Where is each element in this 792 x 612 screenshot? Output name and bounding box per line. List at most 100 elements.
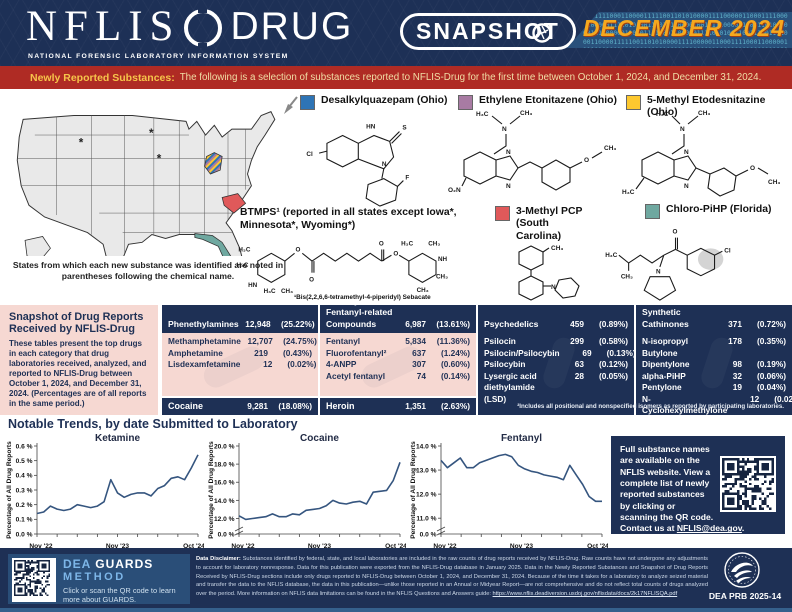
line-chart: Fentanyl Percentage of All Drug Reports 0.… (410, 433, 609, 550)
table-row: Synthetic Cathinones 371 (0.72%) (636, 305, 792, 333)
table-row: Heroin 1,351 (2.63%) (320, 396, 476, 415)
nflis-email-link[interactable]: NFLIS@dea.gov (676, 523, 742, 534)
report-percent: (25.22%) (281, 318, 315, 329)
svg-text:14.0 %: 14.0 % (416, 443, 437, 450)
svg-text:N: N (502, 126, 507, 133)
trend-chart-fentanyl: Fentanyl Percentage of All Drug Reports 0.… (408, 432, 609, 550)
legend-label: 3-Methyl PCP (South Carolina) (516, 206, 583, 242)
btmps-structure: H₃C H₃C HN H₃C CH₃ O O O O H₃C CH₃ NH CH₃ CH₃ (236, 241, 448, 294)
table-row: Acetyl fentanyl 74 (0.14%) (326, 371, 470, 383)
nflis-info-box: Full substance names are available on th… (611, 436, 785, 534)
swatch-yellow (626, 95, 641, 110)
trend-chart-cocaine: Cocaine Percentage of All Drug Reports 0.0… (206, 432, 407, 550)
report-count: 9,281 (247, 400, 268, 411)
chloro-pihp-structure: H₃C CH₃ O Cl N (605, 229, 731, 301)
svg-text:CH₃: CH₃ (768, 179, 780, 186)
info-suffix: . (741, 523, 745, 534)
disclaimer-label: Data Disclaimer: (196, 556, 241, 562)
desalkylquazepam-structure: Cl HN S N F (306, 124, 409, 207)
btmps-name: BTMPS¹ (240, 207, 280, 218)
svg-text:CH₃: CH₃ (436, 274, 448, 281)
table-row: 4-ANPP 307 (0.60%) (326, 359, 470, 371)
svg-text:CH₃: CH₃ (698, 110, 710, 117)
swatch-red (495, 206, 510, 221)
svg-text:0.6 %: 0.6 % (16, 443, 33, 450)
svg-text:16.0 %: 16.0 % (214, 480, 235, 487)
svg-text:14.0 %: 14.0 % (214, 498, 235, 505)
svg-text:Fentanyl: Fentanyl (501, 433, 542, 444)
table-row: Methamphetamine 12,707 (24.75%) (168, 336, 317, 348)
guards-caption: Click or scan the QR code to learn more … (63, 586, 176, 605)
table-row: Lisdexamfetamine 12 (0.02%) (168, 359, 316, 371)
binary-pattern: 1001111000110000111110011010100001111000… (583, 13, 788, 48)
drug-name: Dipentylone (642, 359, 690, 369)
report-percent: (13.61%) (436, 318, 470, 329)
svg-text:Oct '24: Oct '24 (587, 543, 608, 550)
info-text: Full substance names are available on th… (620, 444, 714, 534)
svg-text:Cl: Cl (724, 247, 731, 254)
prb-number: DEA PRB 2025-14 (708, 591, 782, 601)
snapshot-description: These tables present the top drugs in ea… (9, 338, 147, 409)
svg-text:Nov '22: Nov '22 (231, 543, 255, 550)
report-percent: (0.06%) (756, 370, 786, 381)
legend-arrow-icon (284, 96, 298, 114)
dea-seal-icon (724, 552, 760, 588)
svg-text:CH₃: CH₃ (281, 288, 293, 294)
btmps-label: BTMPS¹ (reported in all states except Io… (240, 206, 458, 232)
table-row: Lysergic acid diethylamide (LSD) 28 (0.05%… (484, 371, 628, 406)
drug-name: Fluorofentanyl² (326, 347, 387, 358)
asterisk-wyoming: * (79, 137, 84, 150)
svg-text:Cocaine: Cocaine (300, 433, 339, 444)
report-percent: (0.02%) (287, 359, 317, 369)
drug-category-fentanyl-and-fentanyl-related-compounds: Fentanyl and Fentanyl-related Compounds 6… (318, 305, 476, 415)
svg-text:H₃C: H₃C (264, 288, 276, 294)
report-count: 5,834 (405, 336, 426, 346)
report-count: 63 (574, 359, 584, 369)
svg-text:0.5 %: 0.5 % (16, 458, 33, 465)
asterisk-minnesota: * (149, 127, 154, 140)
table-row: N-isopropyl Butylone 178 (0.35%) (642, 336, 786, 359)
table-row: Cocaine 9,281 (18.08%) (162, 396, 318, 415)
drug-category-phenethylamines: Phenethylamines 12,948 (25.22%) Methampheta… (162, 305, 318, 415)
svg-text:0.0 %: 0.0 % (218, 531, 235, 538)
drug-name: Lisdexamfetamine (168, 359, 241, 369)
drug-name: Psilocybin (484, 359, 526, 369)
svg-text:O: O (673, 229, 678, 236)
snapshot-section: Snapshot of Drug Reports Received by NFL… (0, 305, 792, 415)
nflis-logo: NFLIS DRUG (26, 4, 353, 50)
report-percent: (0.14%) (440, 370, 470, 381)
issue-date: DECEMBER 2024 (582, 15, 785, 41)
svg-text:N: N (551, 284, 556, 291)
legend-desalkylquazepam: Desalkylquazepam (Ohio) (300, 95, 447, 110)
table-row: Fentanyl and Fentanyl-related Compounds 6… (320, 305, 476, 333)
newly-reported-qr-code[interactable] (720, 456, 776, 512)
nflis-tagline: NATIONAL FORENSIC LABORATORY INFORMATION… (28, 53, 289, 60)
drug-name: Lysergic acid diethylamide (LSD) (484, 370, 537, 404)
table-row: alpha-PiHP 32 (0.06%) (642, 371, 786, 383)
report-count: 32 (732, 370, 742, 381)
drug-name: 4-ANPP (326, 359, 357, 369)
svg-text:0.0 %: 0.0 % (420, 531, 437, 538)
drug-wordmark: DRUG (230, 5, 354, 48)
report-percent: (0.89%) (598, 318, 628, 329)
report-count: 1,351 (405, 400, 426, 411)
state-borders (17, 113, 254, 255)
report-percent: (0.13%) (606, 347, 634, 358)
disclaimer-link[interactable]: https://www.nflis.deadiversion.usdoj.gov… (492, 591, 678, 598)
svg-text:N: N (506, 183, 511, 190)
data-disclaimer: Data Disclaimer: Substances identified b… (196, 555, 708, 599)
table-row: Psilocybin 63 (0.12%) (484, 359, 628, 371)
svg-text:N: N (684, 149, 689, 156)
svg-text:H₃C: H₃C (236, 262, 248, 269)
snapshot-panel: Snapshot of Drug Reports Received by NFL… (0, 305, 158, 415)
svg-text:HN: HN (248, 282, 258, 289)
table-footnote: ²Includes all positional and nonspecifie… (517, 403, 784, 410)
report-percent: (0.04%) (756, 382, 786, 392)
us-mainland (16, 110, 276, 256)
guards-qr-code[interactable] (12, 558, 56, 602)
report-percent: (18.08%) (278, 400, 312, 411)
state-alaska (24, 236, 51, 256)
svg-text:Cl: Cl (306, 151, 313, 158)
report-count: 12,948 (245, 318, 271, 329)
report-percent: (0.12%) (598, 359, 628, 369)
